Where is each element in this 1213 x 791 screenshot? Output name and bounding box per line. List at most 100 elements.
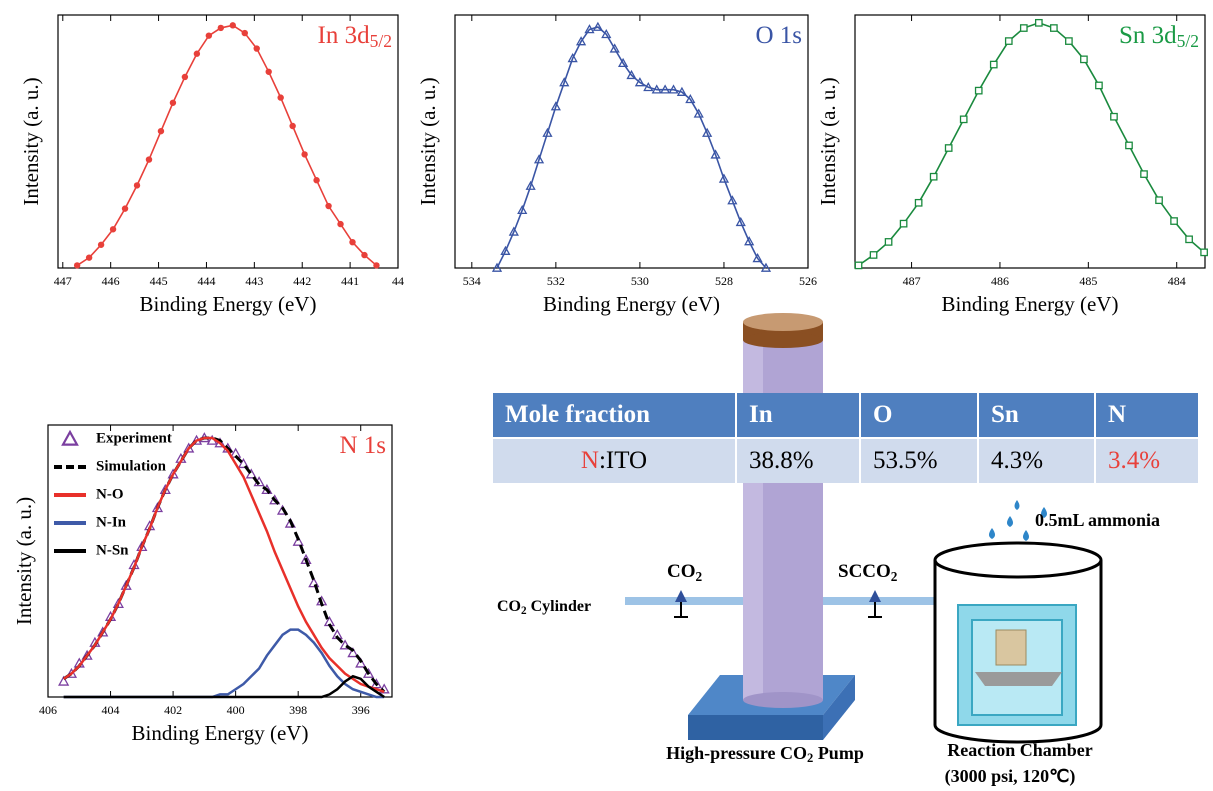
x-tick-label: 486 [991, 274, 1009, 288]
chart: 534 532 530 528 526 Binding Energy (eV) Intens… [416, 14, 817, 316]
marker [85, 254, 93, 261]
marker [944, 144, 953, 152]
marker [229, 22, 236, 29]
marker [1155, 196, 1163, 205]
pump-label: High-pressure CO2 Pump [666, 743, 864, 765]
label-part: CO [667, 561, 696, 582]
valve [674, 590, 688, 618]
marker [525, 180, 536, 190]
marker [109, 226, 117, 233]
pump-cap-top [743, 313, 823, 331]
marker [269, 494, 281, 505]
marker [253, 45, 260, 52]
marker [1050, 24, 1058, 32]
row-cell: 4.3% [978, 438, 1096, 483]
marker [169, 99, 177, 106]
marker [744, 236, 755, 246]
marker [1034, 18, 1043, 27]
label-part: CO [497, 598, 521, 615]
ammonia-label: 0.5mL ammonia [1035, 510, 1160, 530]
marker [718, 173, 730, 183]
pump-column-shade [743, 330, 763, 700]
x-axis-label: Binding Energy (eV) [543, 292, 720, 316]
marker [959, 115, 968, 124]
marker [592, 21, 603, 31]
y-axis-label: Intensity (a. u.) [816, 77, 840, 205]
marker [133, 182, 141, 189]
marker [1004, 37, 1013, 45]
marker [337, 220, 344, 228]
marker [710, 149, 721, 159]
marker [609, 43, 620, 53]
inlet-label: CO2 [667, 561, 703, 584]
marker [205, 32, 213, 39]
x-tick-label: 402 [164, 703, 182, 717]
label-part: Pump [813, 743, 864, 763]
x-tick-label: 44 [392, 274, 404, 288]
marker [265, 68, 272, 75]
marker [151, 502, 164, 513]
marker [301, 151, 308, 158]
cylinder-label: CO2 Cylinder [497, 598, 591, 617]
marker [702, 127, 713, 137]
data-line [76, 24, 377, 267]
marker [361, 251, 368, 259]
title-text: N 1s [339, 432, 386, 459]
title-text: O 1s [755, 22, 802, 49]
x-axis-label: Binding Energy (eV) [132, 721, 309, 745]
pump-base-front [688, 715, 823, 740]
legend: Experiment Simulation N-O N-In N-Sn [54, 429, 172, 558]
x-tick-label: 526 [799, 274, 817, 288]
marker [1125, 141, 1133, 150]
mole-fraction-table: Mole fraction In O Sn N N:ITO 38.8% 53.5… [493, 393, 1200, 483]
marker [237, 458, 250, 469]
x-tick-label: 444 [197, 274, 215, 288]
x-tick-label: 441 [341, 274, 359, 288]
valve-head [869, 590, 881, 602]
marker [58, 675, 70, 686]
pump-base-side [823, 675, 855, 740]
marker [584, 24, 595, 34]
label-subscript: 2 [807, 751, 813, 765]
marker [668, 84, 679, 94]
marker [869, 251, 878, 259]
valve [868, 590, 882, 618]
chamber-label: Reaction Chamber [947, 740, 1092, 760]
marker [193, 50, 201, 57]
drop [989, 528, 995, 539]
marker [542, 127, 553, 137]
ammonia-drops [989, 500, 1047, 541]
marker [347, 647, 359, 658]
marker [676, 86, 688, 96]
header-cell: O [860, 393, 979, 439]
y-axis-label: Intensity (a. u.) [19, 77, 43, 205]
x-tick-label: 485 [1079, 274, 1097, 288]
title-subscript: 5/2 [1177, 31, 1199, 51]
table-row: N:ITO 38.8% 53.5% 4.3% 3.4% [493, 438, 1200, 483]
marker [145, 156, 153, 163]
row-cell: 53.5% [860, 438, 979, 483]
legend-label: N-In [96, 514, 127, 530]
cell-part: N [580, 447, 599, 474]
drop [1023, 530, 1029, 541]
marker [97, 626, 109, 637]
marker [181, 73, 189, 81]
marker [339, 639, 351, 650]
x-tick-label: 406 [39, 703, 57, 717]
marker [362, 667, 375, 678]
marker [81, 649, 93, 660]
chart-title: O 1s [755, 22, 802, 49]
marker [73, 262, 81, 269]
marker [643, 81, 654, 92]
drop [1007, 516, 1013, 527]
label-subscript: 2 [696, 569, 703, 584]
marker [292, 535, 304, 546]
x-tick-label: 398 [289, 703, 307, 717]
marker [313, 177, 320, 184]
marker [735, 216, 746, 227]
marker [533, 154, 545, 164]
drop [1014, 500, 1020, 510]
chart-title: N 1s [339, 432, 386, 459]
marker [567, 53, 578, 63]
